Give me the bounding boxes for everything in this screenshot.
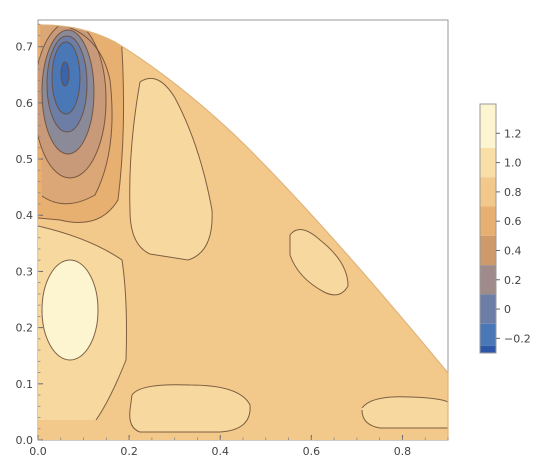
x-tick-label: 0.8 [394, 445, 412, 458]
legend-colorbar: 1.2 1.0 0.8 0.6 0.4 0.2 0 −0.2 [479, 103, 531, 354]
contour-1.0-center [129, 78, 213, 261]
legend-label: 0.8 [504, 186, 522, 199]
legend-frame [479, 103, 497, 354]
x-tick-label: 0.0 [29, 445, 47, 458]
legend-color-band [480, 147, 496, 178]
contour-1.2-left [41, 259, 99, 361]
domain-boundary [37, 24, 449, 440]
y-tick-label: 0.5 [16, 153, 34, 166]
region-level-1.2-left [42, 260, 98, 360]
contour-1.0-bottom-right [361, 396, 448, 429]
legend-color-band [480, 265, 496, 295]
legend-label: 0.6 [504, 215, 522, 228]
x-tick-label: 0.4 [211, 445, 229, 458]
contour-regions [38, 24, 448, 440]
y-tick-label: 0.1 [16, 378, 34, 391]
legend-label: 1.2 [504, 127, 522, 140]
y-tick-label: 0.7 [16, 41, 34, 54]
region-level-1.0-right [290, 229, 348, 295]
legend-label: 0 [504, 303, 511, 316]
legend-label: 0.4 [504, 244, 522, 257]
legend-color-band [480, 323, 496, 346]
contour-lines [38, 24, 448, 433]
contour-1.0-left [38, 225, 127, 421]
legend-label: 1.0 [504, 157, 522, 170]
region-level-1.0-center [129, 78, 213, 261]
contour-0.4 [39, 24, 113, 205]
contour-0.6-left [38, 24, 125, 223]
contour-1.0-right [289, 229, 349, 296]
x-tick-label: 0.2 [120, 445, 138, 458]
contour-minus-0.2 [51, 41, 81, 115]
legend-label: 0.2 [504, 274, 522, 287]
legend-color-band [480, 206, 496, 236]
contour-minimum [60, 61, 70, 87]
y-tick-label: 0.0 [16, 434, 34, 447]
legend-color-band [480, 345, 496, 353]
region-minimum [61, 62, 69, 86]
legend-label: −0.2 [504, 332, 531, 345]
y-tick-label: 0.4 [16, 209, 34, 222]
contour-1.0-bottom [129, 384, 251, 433]
legend-color-band [480, 177, 496, 207]
y-tick-label: 0.3 [16, 265, 34, 278]
contour-0.0 [41, 29, 95, 155]
x-axis: 0.0 0.2 0.4 0.6 0.8 [29, 435, 449, 458]
legend-color-band [480, 294, 496, 324]
legend-color-band [480, 235, 496, 266]
y-tick-label: 0.6 [16, 97, 34, 110]
legend-color-band [480, 104, 496, 148]
region-level-1.0-bottom-right [362, 396, 448, 428]
contour-minus-0.1 [46, 35, 88, 133]
y-axis: 0.0 0.1 0.2 0.3 0.4 0.5 0.6 0.7 [16, 23, 43, 447]
x-tick-label: 0.6 [303, 445, 321, 458]
region-level-1.0-bottom [129, 384, 251, 432]
y-tick-label: 0.2 [16, 322, 34, 335]
contour-0.2 [38, 24, 107, 179]
